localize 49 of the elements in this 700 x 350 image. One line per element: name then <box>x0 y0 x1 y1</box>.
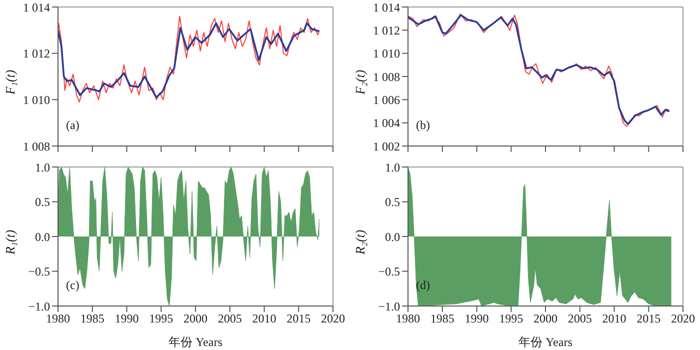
x-tick-label: 2010 <box>602 312 626 326</box>
y-tick-label: −0.5 <box>378 264 400 279</box>
y-tick-label: −1.0 <box>378 299 400 314</box>
y-tick-label: 0.0 <box>385 230 400 244</box>
x-tick-label: 1985 <box>430 312 454 326</box>
x-tick-label: 1980 <box>396 312 420 326</box>
x-tick-label: 2000 <box>184 312 208 326</box>
x-axis-title: 年份 Years <box>168 335 223 349</box>
y-axis-title: R₁(t) <box>2 230 18 256</box>
y-tick-label: 1 008 <box>23 139 50 154</box>
x-tick-label: 1980 <box>46 312 70 326</box>
y-tick-label: 0.5 <box>385 195 400 210</box>
y-axis-title: F₂(t) <box>352 70 368 96</box>
y-tick-label: 1 002 <box>373 139 400 154</box>
x-tick-label: 1990 <box>114 312 139 326</box>
y-axis-title: R₂(t) <box>352 230 368 256</box>
x-axis-title: 年份 Years <box>518 335 573 349</box>
x-tick-label: 2020 <box>671 312 695 326</box>
y-tick-label: 1 014 <box>23 0 50 14</box>
x-tick-label: 2005 <box>568 312 592 326</box>
annotation: (c) <box>66 278 80 293</box>
x-tick-label: 2000 <box>534 312 558 326</box>
y-tick-label: 1.0 <box>385 160 400 174</box>
y-tick-label: −1.0 <box>28 299 50 314</box>
y-tick-label: 1 006 <box>373 92 400 107</box>
y-tick-label: 1 010 <box>373 46 400 61</box>
y-tick-label: 1 010 <box>23 92 50 107</box>
x-tick-label: 2015 <box>286 312 311 326</box>
y-tick-label: 0.5 <box>35 195 50 210</box>
x-tick-label: 2010 <box>252 312 276 326</box>
annotation: (d) <box>416 278 430 293</box>
x-tick-label: 1995 <box>499 312 524 326</box>
x-tick-label: 2020 <box>321 312 345 326</box>
y-tick-label: 1 014 <box>373 0 400 14</box>
y-tick-label: 1 012 <box>23 46 50 61</box>
x-tick-label: 1990 <box>464 312 489 326</box>
x-tick-label: 2015 <box>636 312 661 326</box>
x-tick-label: 1995 <box>149 312 174 326</box>
y-tick-label: −0.5 <box>28 264 50 279</box>
annotation: (a) <box>66 118 80 133</box>
annotation: (b) <box>416 118 430 133</box>
x-tick-label: 1985 <box>80 312 104 326</box>
y-tick-label: 1 012 <box>373 23 400 38</box>
y-tick-label: 1 004 <box>373 116 400 130</box>
y-tick-label: 1.0 <box>35 160 50 174</box>
y-axis-title: F₁(t) <box>2 70 18 96</box>
y-tick-label: 0.0 <box>35 230 50 244</box>
y-tick-label: 1 008 <box>373 70 400 84</box>
x-tick-label: 2005 <box>218 312 242 326</box>
